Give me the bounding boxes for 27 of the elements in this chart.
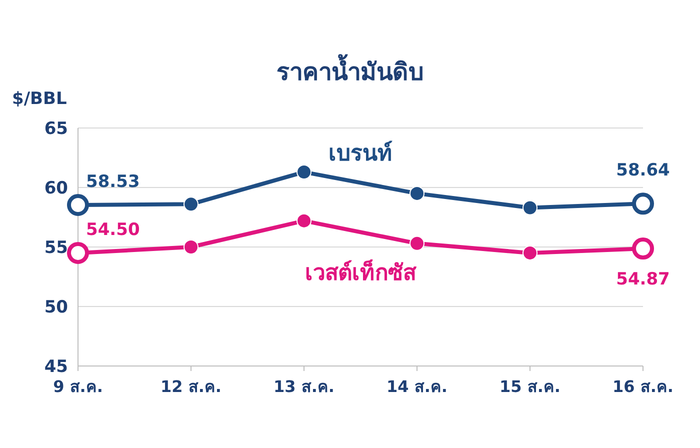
- data-label: 58.64: [616, 160, 670, 181]
- series-label: เบรนท์: [328, 140, 392, 167]
- y-tick-label: 60: [44, 178, 68, 198]
- point: [184, 240, 198, 254]
- data-label: 54.87: [616, 270, 670, 290]
- chart-title: ราคาน้ำมันดิบ: [276, 53, 424, 86]
- y-tick-label: 55: [44, 238, 68, 258]
- data-label: 54.50: [86, 220, 140, 240]
- x-tick-label: 16 ส.ค.: [612, 377, 674, 396]
- x-tick-label: 15 ส.ค.: [500, 377, 560, 396]
- point: [296, 164, 312, 180]
- x-tick-label: 9 ส.ค.: [53, 377, 103, 396]
- point: [296, 213, 312, 228]
- y-tick-label: 65: [44, 119, 68, 139]
- point: [410, 186, 424, 201]
- series-label: เวสต์เท็กซัส: [305, 258, 417, 286]
- y-axis-title: $/BBL: [12, 89, 67, 109]
- y-tick-label: 45: [44, 357, 68, 377]
- y-tick-label: 50: [44, 298, 68, 318]
- point: [184, 196, 198, 212]
- point: [522, 245, 538, 260]
- data-label: 58.53: [86, 172, 140, 192]
- point: [522, 200, 538, 216]
- x-tick-label: 14 ส.ค.: [386, 377, 448, 396]
- x-tick-label: 12 ส.ค.: [160, 377, 222, 396]
- point: [410, 236, 424, 251]
- x-tick-label: 13 ส.ค.: [274, 377, 334, 396]
